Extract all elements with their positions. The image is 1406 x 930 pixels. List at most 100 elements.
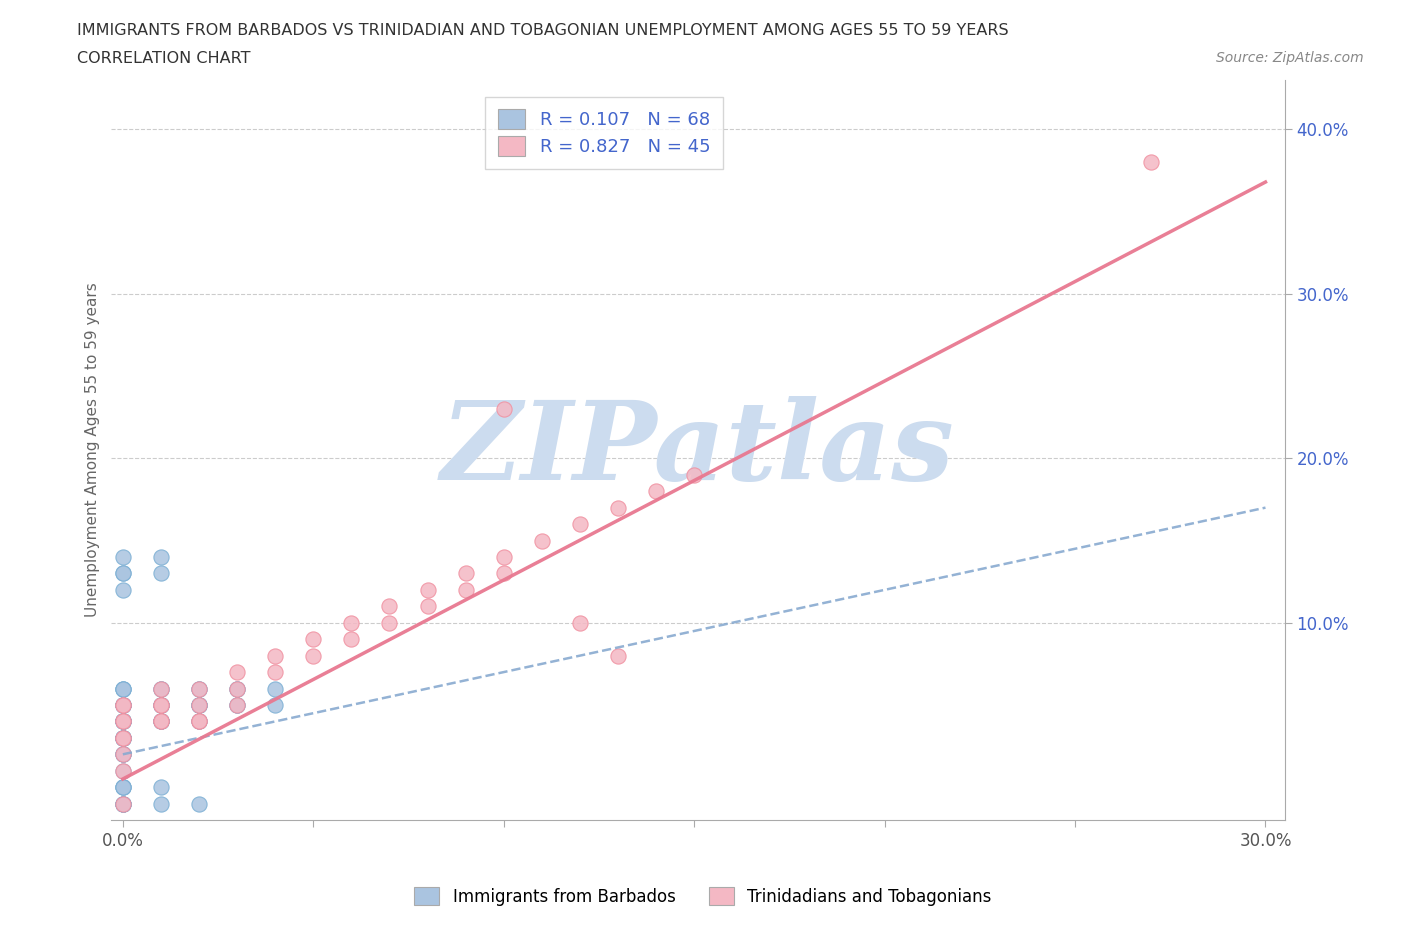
Point	[149, 714, 172, 729]
Point	[226, 698, 249, 712]
Point	[149, 681, 172, 696]
Point	[111, 747, 134, 762]
Point	[149, 698, 172, 712]
Point	[111, 714, 134, 729]
Point	[111, 714, 134, 729]
Point	[302, 631, 325, 646]
Point	[645, 484, 668, 498]
Point	[111, 730, 134, 745]
Point	[188, 681, 211, 696]
Point	[149, 779, 172, 794]
Point	[111, 566, 134, 581]
Point	[149, 698, 172, 712]
Point	[226, 681, 249, 696]
Point	[111, 730, 134, 745]
Point	[111, 698, 134, 712]
Point	[111, 779, 134, 794]
Point	[340, 631, 363, 646]
Point	[111, 698, 134, 712]
Point	[378, 599, 401, 614]
Point	[111, 698, 134, 712]
Point	[416, 599, 439, 614]
Point	[492, 402, 515, 417]
Point	[264, 698, 287, 712]
Point	[111, 714, 134, 729]
Point	[683, 467, 706, 482]
Point	[530, 533, 553, 548]
Point	[149, 714, 172, 729]
Point	[149, 714, 172, 729]
Point	[188, 714, 211, 729]
Point	[111, 764, 134, 778]
Point	[188, 796, 211, 811]
Point	[188, 698, 211, 712]
Legend: Immigrants from Barbados, Trinidadians and Tobagonians: Immigrants from Barbados, Trinidadians a…	[408, 881, 998, 912]
Point	[111, 747, 134, 762]
Point	[111, 714, 134, 729]
Point	[111, 698, 134, 712]
Point	[111, 796, 134, 811]
Point	[149, 714, 172, 729]
Point	[340, 616, 363, 631]
Point	[188, 714, 211, 729]
Text: Source: ZipAtlas.com: Source: ZipAtlas.com	[1216, 51, 1364, 65]
Text: ZIPatlas: ZIPatlas	[441, 396, 955, 504]
Point	[111, 714, 134, 729]
Point	[492, 550, 515, 565]
Point	[568, 517, 591, 532]
Point	[302, 648, 325, 663]
Point	[188, 714, 211, 729]
Point	[111, 698, 134, 712]
Point	[111, 796, 134, 811]
Y-axis label: Unemployment Among Ages 55 to 59 years: Unemployment Among Ages 55 to 59 years	[86, 283, 100, 618]
Point	[149, 550, 172, 565]
Point	[226, 698, 249, 712]
Point	[111, 714, 134, 729]
Point	[226, 698, 249, 712]
Point	[149, 698, 172, 712]
Point	[188, 714, 211, 729]
Point	[111, 796, 134, 811]
Point	[226, 681, 249, 696]
Point	[111, 747, 134, 762]
Point	[111, 730, 134, 745]
Text: IMMIGRANTS FROM BARBADOS VS TRINIDADIAN AND TOBAGONIAN UNEMPLOYMENT AMONG AGES 5: IMMIGRANTS FROM BARBADOS VS TRINIDADIAN …	[77, 23, 1010, 38]
Point	[264, 681, 287, 696]
Point	[111, 730, 134, 745]
Legend: R = 0.107   N = 68, R = 0.827   N = 45: R = 0.107 N = 68, R = 0.827 N = 45	[485, 97, 723, 169]
Point	[111, 566, 134, 581]
Point	[1140, 155, 1163, 170]
Point	[111, 730, 134, 745]
Point	[111, 714, 134, 729]
Point	[111, 730, 134, 745]
Point	[111, 714, 134, 729]
Point	[188, 681, 211, 696]
Point	[111, 730, 134, 745]
Point	[111, 714, 134, 729]
Point	[111, 681, 134, 696]
Point	[226, 681, 249, 696]
Point	[454, 582, 477, 597]
Point	[111, 698, 134, 712]
Point	[188, 698, 211, 712]
Point	[111, 796, 134, 811]
Point	[111, 747, 134, 762]
Point	[226, 665, 249, 680]
Point	[264, 648, 287, 663]
Point	[111, 582, 134, 597]
Point	[111, 714, 134, 729]
Text: CORRELATION CHART: CORRELATION CHART	[77, 51, 250, 66]
Point	[149, 796, 172, 811]
Point	[149, 681, 172, 696]
Point	[111, 764, 134, 778]
Point	[149, 698, 172, 712]
Point	[378, 616, 401, 631]
Point	[188, 681, 211, 696]
Point	[188, 698, 211, 712]
Point	[111, 681, 134, 696]
Point	[111, 730, 134, 745]
Point	[111, 779, 134, 794]
Point	[416, 582, 439, 597]
Point	[149, 714, 172, 729]
Point	[264, 665, 287, 680]
